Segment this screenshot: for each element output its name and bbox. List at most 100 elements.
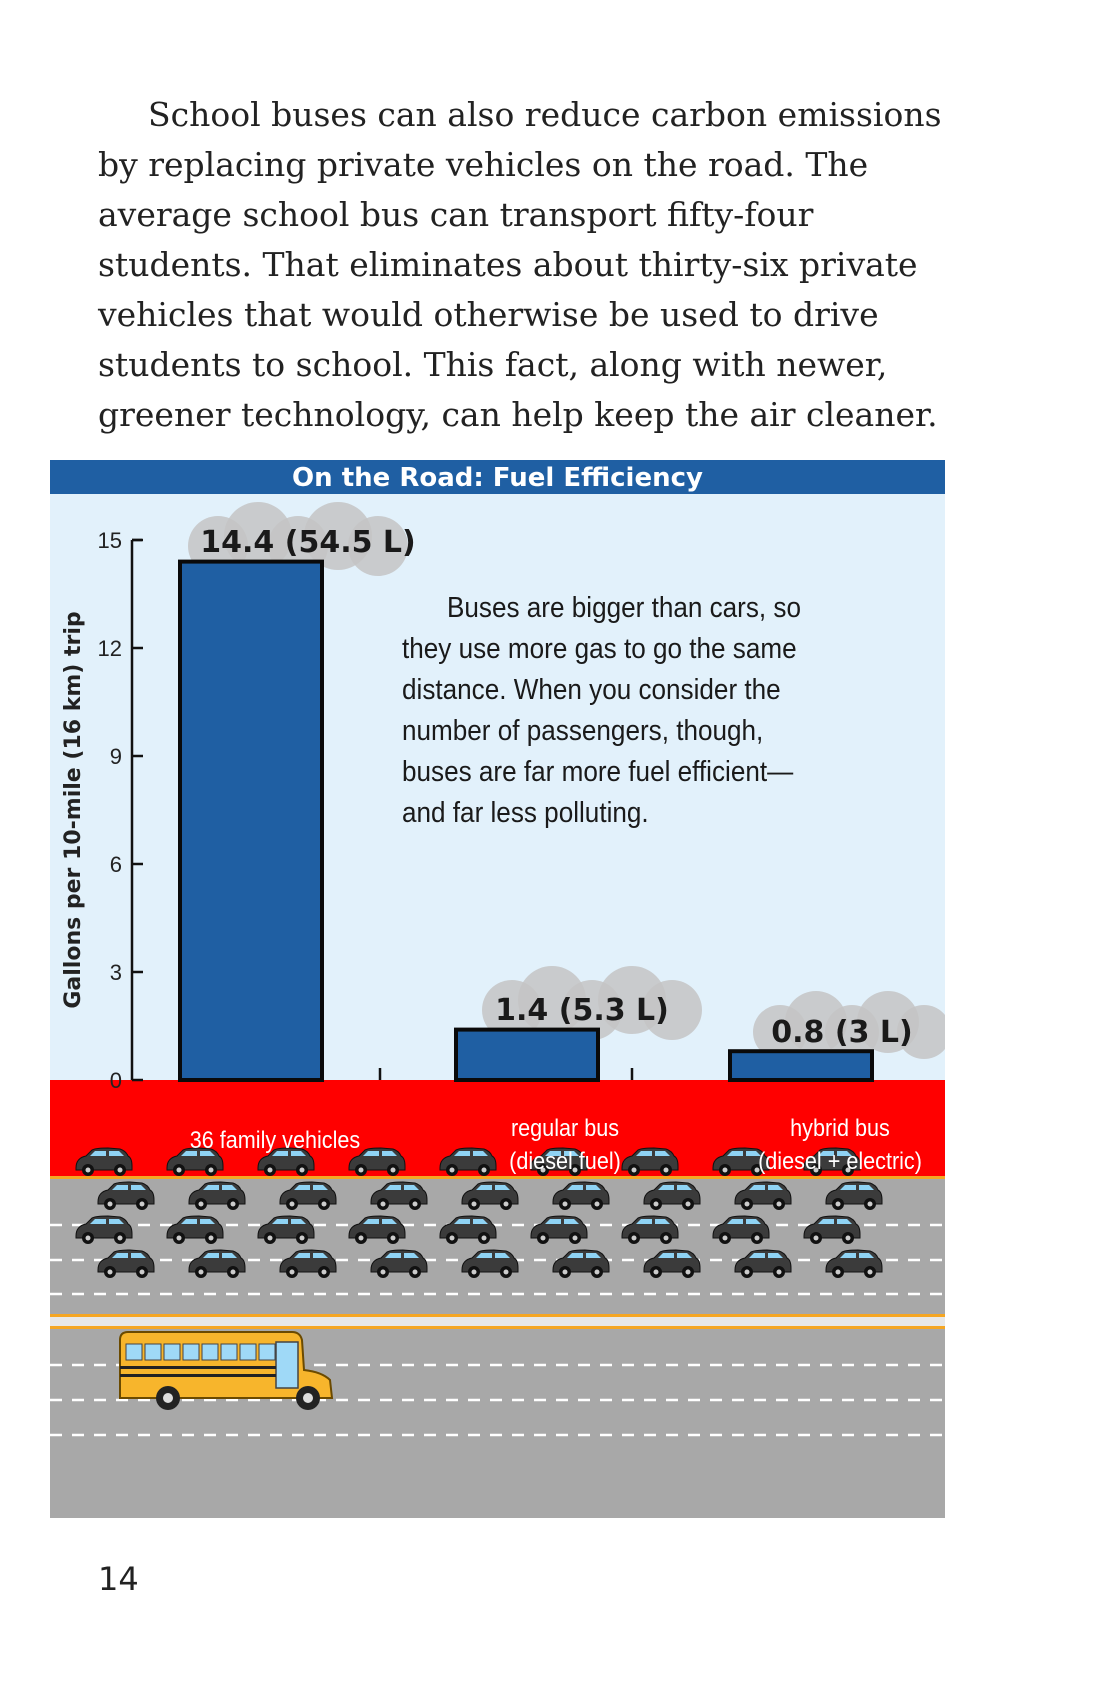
car-icon — [803, 1215, 861, 1244]
car-window — [109, 1151, 124, 1156]
car-hubcap — [503, 1201, 509, 1207]
car-icon — [530, 1215, 588, 1244]
label-hybrid-bus: hybrid bus (diesel + electric) — [723, 1112, 945, 1178]
car-hubcap — [139, 1201, 145, 1207]
fuel-efficiency-chart: 0 3 6 9 12 15 Gallons per 10-mile (16 km) trip… — [50, 502, 945, 1518]
car-window — [131, 1253, 146, 1258]
car-window — [655, 1151, 670, 1156]
body-paragraph-text: School buses can also reduce carbon emis… — [98, 95, 942, 434]
car-window — [203, 1185, 219, 1190]
y-axis-title: Gallons per 10-mile (16 km) trip — [61, 611, 86, 1008]
road-center-line-1 — [50, 1314, 945, 1317]
car-hubcap — [631, 1167, 637, 1173]
car-window — [636, 1219, 652, 1224]
car-hubcap — [321, 1269, 327, 1275]
car-window — [859, 1185, 874, 1190]
label-regular-bus: regular bus (diesel fuel) — [462, 1112, 669, 1178]
car-window — [636, 1151, 652, 1156]
car-hubcap — [471, 1269, 477, 1275]
car-window — [382, 1151, 397, 1156]
car-window — [385, 1185, 401, 1190]
car-icon — [370, 1181, 428, 1210]
car-icon — [279, 1181, 337, 1210]
car-icon — [461, 1249, 519, 1278]
car-window — [404, 1185, 419, 1190]
car-window — [291, 1219, 306, 1224]
car-window — [181, 1219, 197, 1224]
car-window — [222, 1253, 237, 1258]
car-hubcap — [776, 1269, 782, 1275]
body-paragraph: School buses can also reduce carbon emis… — [98, 90, 958, 440]
car-window — [382, 1219, 397, 1224]
car-hubcap — [412, 1201, 418, 1207]
car-window — [90, 1219, 106, 1224]
car-icon — [279, 1249, 337, 1278]
car-hubcap — [107, 1201, 113, 1207]
car-hubcap — [85, 1235, 91, 1241]
data-labels: 14.4 (54.5 L) 1.4 (5.3 L) 0.8 (3 L) — [200, 525, 912, 1050]
car-icon — [552, 1249, 610, 1278]
car-window — [476, 1253, 492, 1258]
car-window — [677, 1185, 692, 1190]
car-hubcap — [481, 1235, 487, 1241]
car-icon — [825, 1249, 883, 1278]
car-hubcap — [117, 1167, 123, 1173]
bus-stripe — [120, 1374, 276, 1377]
car-hubcap — [85, 1167, 91, 1173]
car-hubcap — [176, 1167, 182, 1173]
car-icon — [188, 1249, 246, 1278]
car-window — [749, 1185, 765, 1190]
car-icon — [439, 1147, 497, 1176]
car-hubcap — [380, 1201, 386, 1207]
cloud-puff — [348, 516, 408, 576]
car-icon — [530, 1147, 588, 1176]
car-hubcap — [230, 1201, 236, 1207]
car-window — [222, 1185, 237, 1190]
car-hubcap — [653, 1201, 659, 1207]
data-label-3: 0.8 (3 L) — [771, 1015, 912, 1050]
car-window — [840, 1253, 856, 1258]
car-icon — [97, 1249, 155, 1278]
car-hubcap — [594, 1201, 600, 1207]
car-hubcap — [540, 1235, 546, 1241]
car-icon — [621, 1147, 679, 1176]
car-window — [200, 1151, 215, 1156]
y-axis: 0 3 6 9 12 15 Gallons per 10-mile (16 km) trip — [61, 528, 634, 1093]
car-window — [313, 1253, 328, 1258]
car-window — [727, 1219, 743, 1224]
car-hubcap — [776, 1201, 782, 1207]
cloud-puff — [642, 980, 702, 1040]
car-hubcap — [845, 1235, 851, 1241]
car-icon — [439, 1215, 497, 1244]
car-hubcap — [835, 1201, 841, 1207]
car-window — [404, 1253, 419, 1258]
car-icon — [825, 1181, 883, 1210]
car-icon — [257, 1215, 315, 1244]
car-hubcap — [867, 1269, 873, 1275]
car-window — [746, 1219, 761, 1224]
car-hubcap — [299, 1235, 305, 1241]
car-hubcap — [198, 1201, 204, 1207]
road-scene — [50, 1080, 945, 1518]
label-regular-bus-line1: regular bus — [510, 1115, 620, 1142]
car-window — [564, 1151, 579, 1156]
car-hubcap — [267, 1235, 273, 1241]
cloud-puff — [897, 1005, 945, 1059]
car-window — [291, 1151, 306, 1156]
car-window — [272, 1151, 288, 1156]
car-hubcap — [390, 1167, 396, 1173]
car-window — [363, 1151, 379, 1156]
y-tick-label: 15 — [98, 528, 122, 553]
car-hubcap — [321, 1201, 327, 1207]
car-hubcap — [289, 1201, 295, 1207]
car-window — [586, 1185, 601, 1190]
car-window — [567, 1185, 583, 1190]
car-icon — [803, 1147, 861, 1176]
car-hubcap — [198, 1269, 204, 1275]
car-hubcap — [267, 1167, 273, 1173]
car-icon — [712, 1147, 770, 1176]
car-hubcap — [744, 1269, 750, 1275]
road-edge-line — [50, 1176, 945, 1179]
car-window — [818, 1151, 834, 1156]
car-icon — [370, 1249, 428, 1278]
